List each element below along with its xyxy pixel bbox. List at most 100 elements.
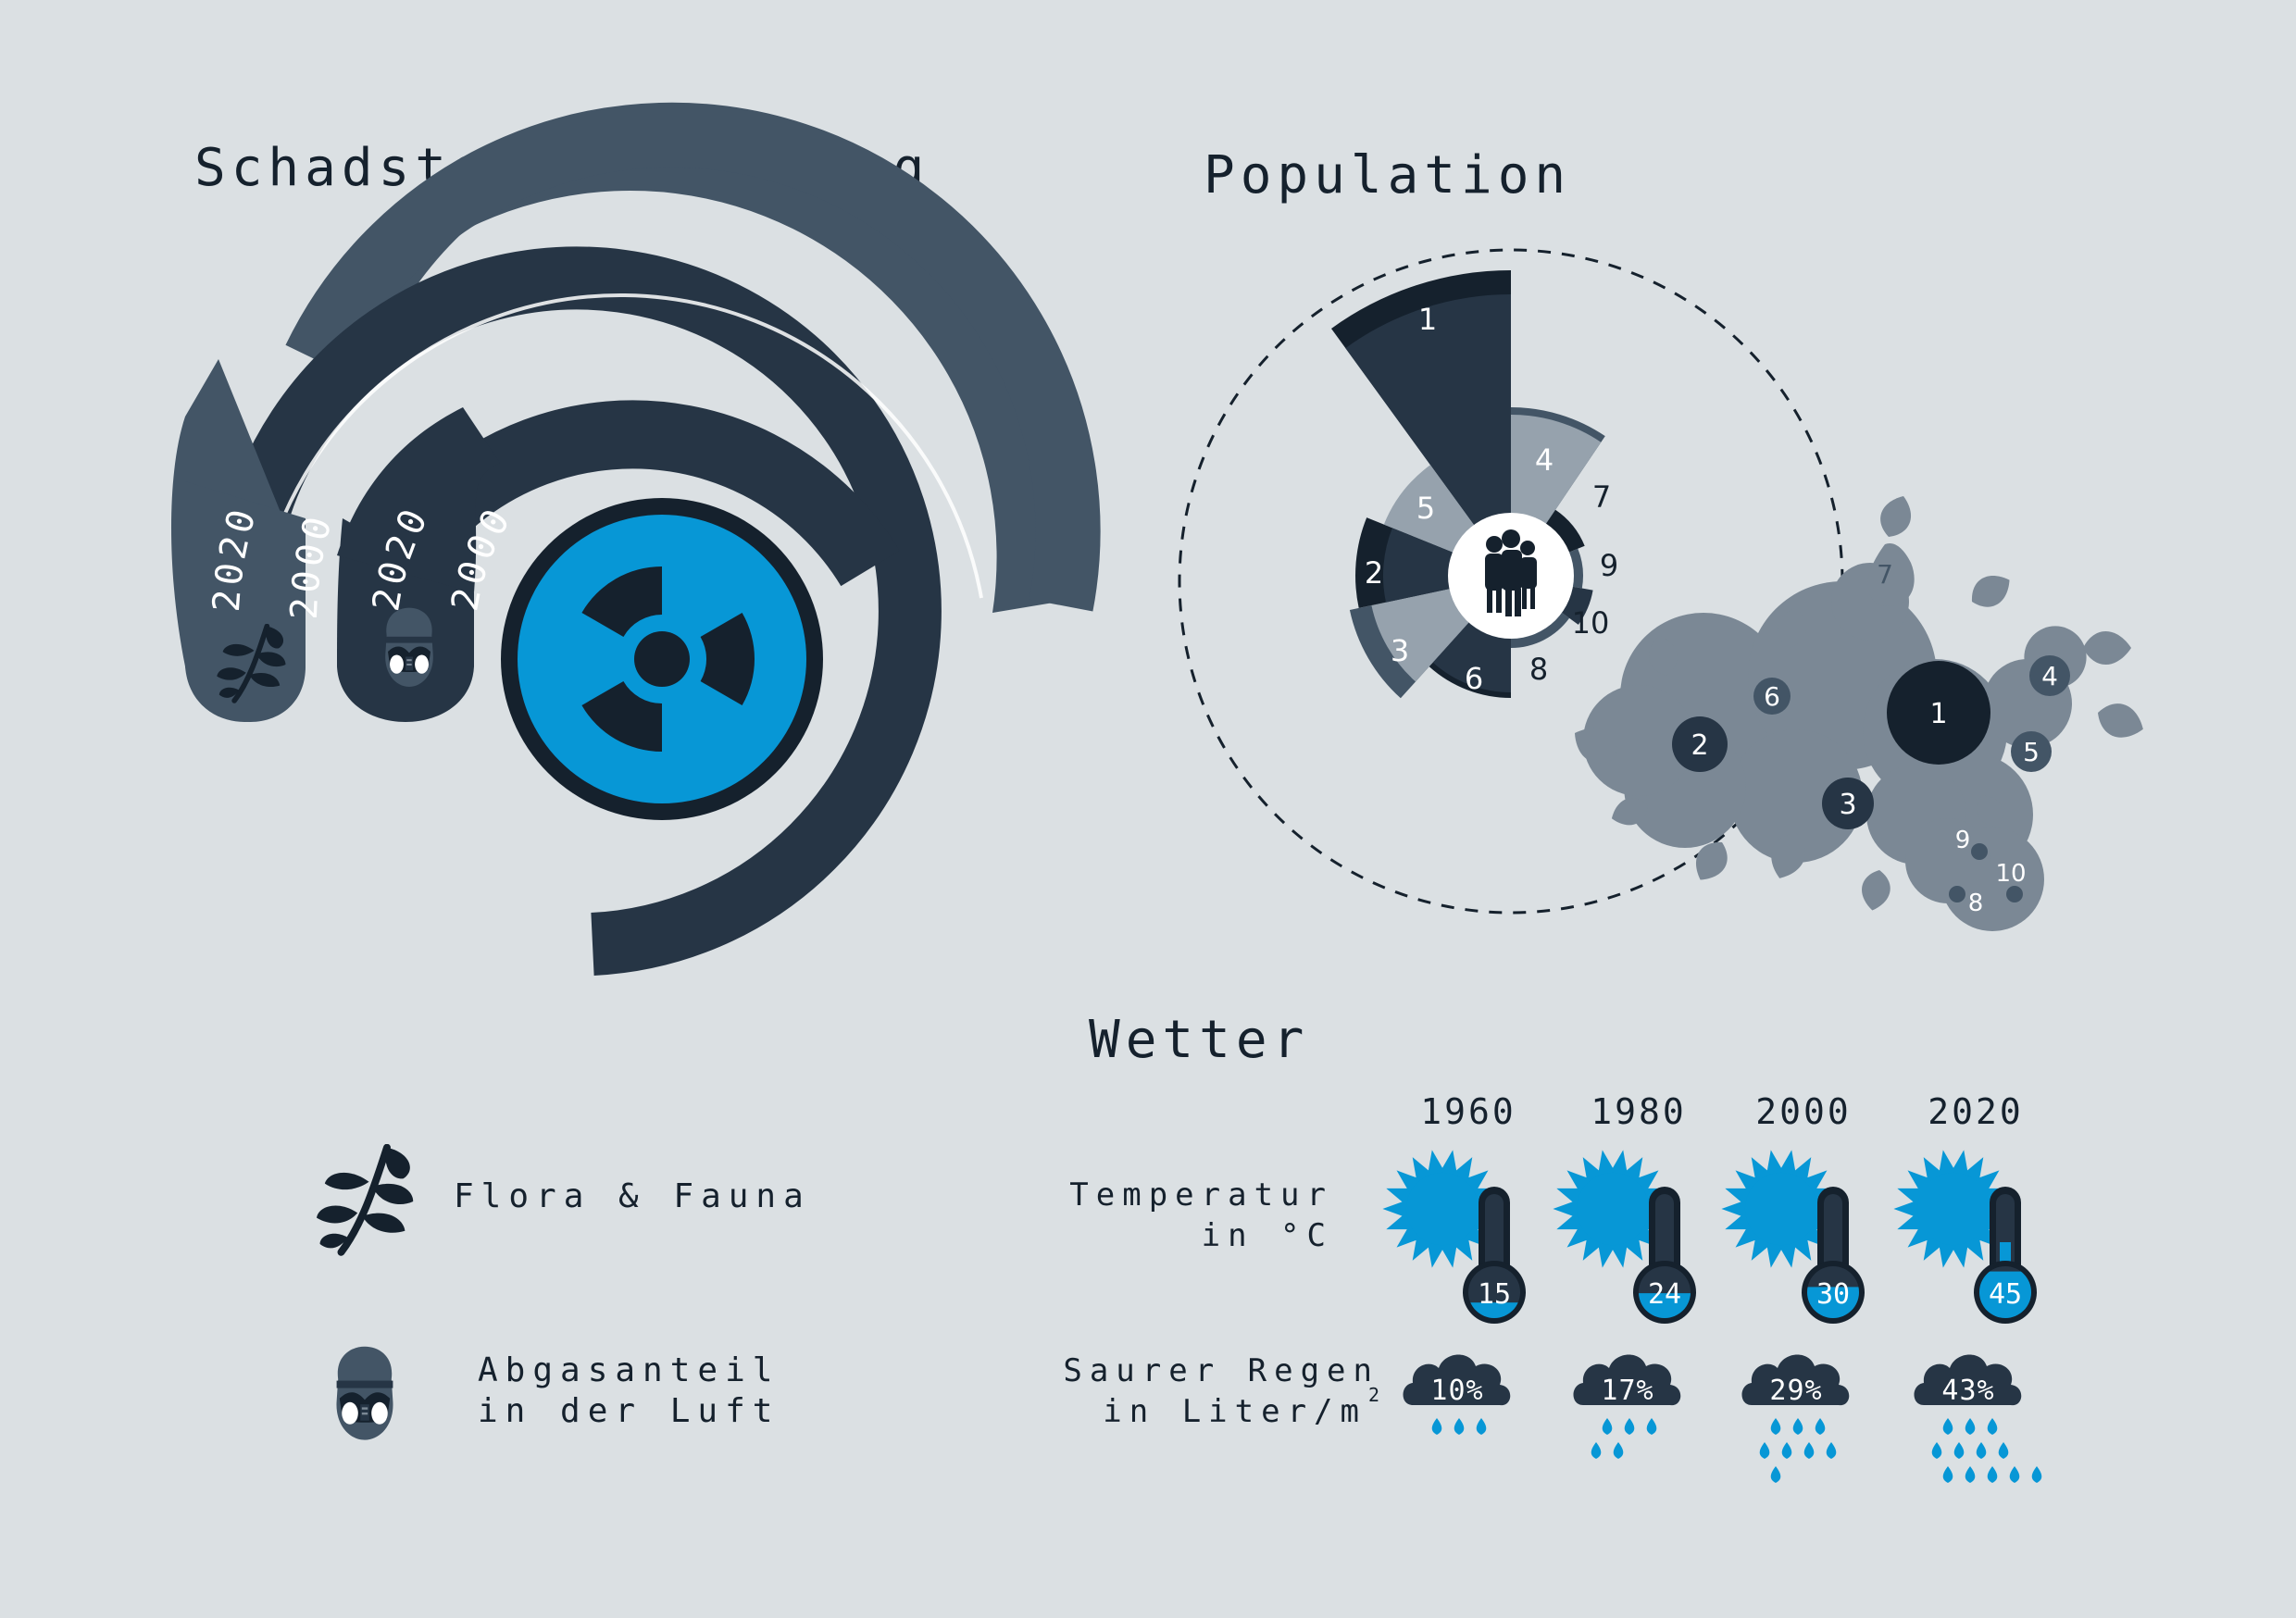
rain-drop bbox=[1759, 1442, 1770, 1459]
year-1980: 1980 bbox=[1591, 1091, 1687, 1132]
rain-drop bbox=[1792, 1418, 1803, 1435]
rain-drop bbox=[1942, 1418, 1953, 1435]
rain-drop bbox=[1826, 1442, 1837, 1459]
rain-drop bbox=[1591, 1442, 1602, 1459]
map-label-10: 10 bbox=[1995, 860, 2026, 888]
temp-label-1: Temperatur bbox=[1069, 1176, 1333, 1214]
rain-label-sup: 2 bbox=[1368, 1384, 1379, 1406]
map-point-2 bbox=[1672, 716, 1728, 772]
map-point-5 bbox=[2011, 731, 2052, 772]
rain-label-1: Saurer Regen bbox=[1063, 1352, 1379, 1389]
map-label-9: 9 bbox=[1955, 827, 1971, 854]
legend-air-label-2: in der Luft bbox=[478, 1392, 780, 1430]
rain-drop bbox=[1987, 1466, 1998, 1483]
gas-mask-icon bbox=[385, 607, 433, 687]
rose-label-8: 8 bbox=[1529, 652, 1548, 687]
rose-label-9: 9 bbox=[1600, 548, 1618, 583]
rain-drop bbox=[1931, 1442, 1942, 1459]
rain-drop bbox=[1770, 1466, 1781, 1483]
temperature-icon-2020: 45 bbox=[1893, 1150, 2037, 1324]
rain-drop bbox=[1624, 1418, 1635, 1435]
temperature-value: 30 bbox=[1816, 1278, 1850, 1311]
acid-rain-value: 10% bbox=[1430, 1375, 1483, 1407]
rain-drop bbox=[1646, 1418, 1657, 1435]
legend-gas-mask-icon bbox=[336, 1346, 393, 1440]
rain-drop bbox=[1965, 1418, 1976, 1435]
rain-drop bbox=[1987, 1418, 1998, 1435]
map-dot-8 bbox=[1971, 843, 1988, 860]
map-dot-10 bbox=[2006, 886, 2023, 902]
temp-label-2: in °C bbox=[1202, 1217, 1333, 1254]
rose-label-10: 10 bbox=[1572, 605, 1610, 641]
map-label-8: 8 bbox=[1968, 890, 1984, 917]
temperature-value: 45 bbox=[1989, 1278, 2022, 1311]
legend: Flora & Fauna Abgasanteil in der Luft bbox=[317, 1148, 811, 1440]
arc-air-2000 bbox=[220, 246, 942, 976]
temperature-icon-1980: 24 bbox=[1553, 1150, 1696, 1324]
rain-drop bbox=[2009, 1466, 2020, 1483]
acid-rain-icon-2000: 29% bbox=[1741, 1354, 1850, 1483]
map-label-2: 2 bbox=[1691, 729, 1708, 762]
map-label-1: 1 bbox=[1929, 698, 1947, 730]
rose-label-3: 3 bbox=[1391, 633, 1409, 668]
population-title: Population bbox=[1204, 145, 1571, 205]
rain-drop bbox=[1602, 1418, 1613, 1435]
acid-rain-value: 43% bbox=[1941, 1375, 1994, 1407]
map-point-6 bbox=[1753, 678, 1791, 715]
acid-rain-value: 29% bbox=[1769, 1375, 1822, 1407]
rain-drop bbox=[1781, 1442, 1792, 1459]
schadstoff-arc-chart: 2020 2000 2020 2000 bbox=[171, 102, 1101, 976]
legend-flora-label: Flora & Fauna bbox=[454, 1177, 811, 1215]
rain-drop bbox=[1613, 1442, 1624, 1459]
rain-drop bbox=[1965, 1466, 1976, 1483]
temperature-icon-1960: 15 bbox=[1382, 1150, 1526, 1324]
rose-sector-2 bbox=[1382, 528, 1511, 603]
temperature-icon-2000: 30 bbox=[1721, 1150, 1865, 1324]
wetter-section: 1960 1980 2000 2020 Temperatur in °C Sau… bbox=[1063, 1091, 2042, 1483]
rain-drop bbox=[1454, 1418, 1465, 1435]
rain-drop bbox=[1953, 1442, 1965, 1459]
arc-flora-2000 bbox=[328, 133, 1075, 613]
rain-drop bbox=[1803, 1442, 1815, 1459]
rain-drop bbox=[1998, 1442, 2009, 1459]
rain-drop bbox=[1976, 1442, 1987, 1459]
wetter-title: Wetter bbox=[1089, 1010, 1309, 1070]
acid-rain-icon-1960: 10% bbox=[1403, 1354, 1511, 1435]
acid-rain-icon-2020: 43% bbox=[1914, 1354, 2042, 1483]
legend-plant-icon bbox=[317, 1148, 413, 1252]
population-rose: 1 2 3 4 5 6 7 8 9 10 bbox=[1178, 248, 1844, 915]
people-icon bbox=[1485, 529, 1537, 616]
rain-drop bbox=[1431, 1418, 1442, 1435]
year-2000: 2000 bbox=[1755, 1091, 1852, 1132]
rose-label-4: 4 bbox=[1535, 442, 1554, 478]
acid-rain-icon-1980: 17% bbox=[1573, 1354, 1681, 1459]
legend-air-label-1: Abgasanteil bbox=[478, 1351, 780, 1389]
radiation-icon bbox=[501, 498, 823, 820]
rose-sector-1 bbox=[1345, 294, 1511, 576]
rose-label-5: 5 bbox=[1416, 491, 1435, 526]
map-landmass bbox=[1574, 496, 2143, 931]
year-1960: 1960 bbox=[1420, 1091, 1516, 1132]
rain-drop bbox=[1815, 1418, 1826, 1435]
rose-label-6: 6 bbox=[1465, 661, 1483, 696]
rose-label-7: 7 bbox=[1592, 479, 1611, 515]
population-map: 1 2 3 4 5 6 7 9 10 8 bbox=[1574, 496, 2143, 931]
map-dot-9 bbox=[1949, 886, 1965, 902]
acid-rain-value: 17% bbox=[1601, 1375, 1653, 1407]
rain-drop bbox=[1770, 1418, 1781, 1435]
rose-label-1: 1 bbox=[1418, 302, 1437, 337]
map-label-5: 5 bbox=[2023, 737, 2040, 767]
rain-drop bbox=[1476, 1418, 1487, 1435]
temperature-value: 15 bbox=[1478, 1278, 1511, 1311]
temperature-value: 24 bbox=[1648, 1278, 1681, 1311]
map-point-4 bbox=[2029, 655, 2070, 696]
rain-drop bbox=[1942, 1466, 1953, 1483]
map-label-4: 4 bbox=[2041, 661, 2058, 691]
map-label-7: 7 bbox=[1877, 559, 1893, 590]
rose-label-2: 2 bbox=[1365, 555, 1383, 591]
year-2020: 2020 bbox=[1928, 1091, 2024, 1132]
map-label-6: 6 bbox=[1764, 681, 1780, 712]
map-point-1 bbox=[1887, 661, 1990, 765]
map-point-3 bbox=[1822, 778, 1874, 829]
